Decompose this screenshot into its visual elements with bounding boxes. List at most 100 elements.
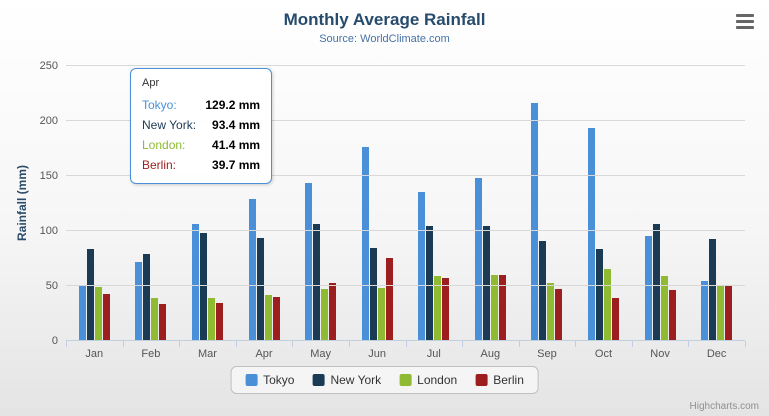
chart-title: Monthly Average Rainfall bbox=[283, 10, 486, 29]
x-axis-tick bbox=[122, 341, 124, 347]
bar-new-york[interactable] bbox=[539, 240, 547, 341]
bar-london[interactable] bbox=[94, 287, 102, 341]
bar-new-york[interactable] bbox=[256, 238, 264, 341]
tooltip-series-label: Berlin: bbox=[142, 158, 177, 172]
tooltip-row: Tokyo: 129.2 mm bbox=[142, 95, 260, 115]
bar-london[interactable] bbox=[377, 287, 385, 341]
tooltip-value: 39.7 mm bbox=[212, 158, 261, 172]
bar-london[interactable] bbox=[490, 275, 498, 341]
bar-berlin[interactable] bbox=[329, 283, 337, 341]
bar-london[interactable] bbox=[603, 269, 611, 341]
bar-london[interactable] bbox=[434, 276, 442, 341]
legend-swatch-icon bbox=[312, 374, 325, 386]
x-axis-tick bbox=[462, 341, 464, 347]
hamburger-icon bbox=[736, 26, 754, 29]
bar-new-york[interactable] bbox=[313, 224, 321, 341]
legend-item-london[interactable]: London bbox=[399, 373, 457, 387]
legend-item-tokyo[interactable]: Tokyo bbox=[245, 373, 294, 387]
bar-tokyo[interactable] bbox=[474, 177, 482, 341]
x-axis-tick-label: Jun bbox=[368, 348, 387, 360]
bar-new-york[interactable] bbox=[369, 248, 377, 341]
tooltip-header: Apr bbox=[142, 77, 160, 89]
bar-tokyo[interactable] bbox=[135, 262, 143, 341]
bar-london[interactable] bbox=[151, 298, 159, 341]
category-group bbox=[575, 66, 632, 341]
category-group bbox=[405, 66, 462, 341]
bar-tokyo[interactable] bbox=[78, 286, 86, 341]
bar-london[interactable] bbox=[717, 284, 725, 341]
bar-tokyo[interactable] bbox=[587, 127, 595, 341]
bar-new-york[interactable] bbox=[143, 254, 151, 341]
bar-berlin[interactable] bbox=[668, 289, 676, 341]
category-group bbox=[462, 66, 519, 341]
bar-new-york[interactable] bbox=[426, 225, 434, 341]
x-axis-tick bbox=[348, 341, 350, 347]
x-axis-tick-label: Oct bbox=[594, 348, 613, 360]
bar-london[interactable] bbox=[264, 295, 272, 341]
y-axis-labels: 0 50 100 150 200 250 bbox=[0, 60, 58, 347]
x-axis-tick-label: Jul bbox=[426, 348, 441, 360]
legend-item-new-york[interactable]: New York bbox=[312, 373, 381, 387]
x-axis-line bbox=[66, 340, 745, 341]
category-group bbox=[349, 66, 406, 341]
gridline bbox=[66, 230, 745, 231]
tooltip-rows: Tokyo: 129.2 mm New York: 93.4 mm London: 41.… bbox=[142, 95, 260, 175]
bar-tokyo[interactable] bbox=[191, 223, 199, 341]
x-axis-tick bbox=[405, 341, 407, 347]
bar-new-york[interactable] bbox=[652, 223, 660, 341]
category-group bbox=[519, 66, 576, 341]
chart-subtitle: Source: WorldClimate.com bbox=[319, 33, 450, 45]
y-axis-tick-label: 50 bbox=[45, 280, 58, 292]
x-axis-tick-label: Apr bbox=[255, 348, 273, 360]
bar-tokyo[interactable] bbox=[361, 147, 369, 341]
bar-london[interactable] bbox=[660, 275, 668, 341]
bar-tokyo[interactable] bbox=[644, 235, 652, 341]
bar-new-york[interactable] bbox=[709, 239, 717, 341]
x-axis-tick bbox=[66, 341, 67, 347]
x-axis-tick bbox=[179, 341, 181, 347]
tooltip: Apr Tokyo: 129.2 mm New York: 93.4 mm London… bbox=[130, 68, 273, 184]
bar-berlin[interactable] bbox=[555, 288, 563, 341]
bar-tokyo[interactable] bbox=[531, 102, 539, 341]
bar-berlin[interactable] bbox=[725, 284, 733, 341]
x-axis-tick bbox=[575, 341, 577, 347]
bar-new-york[interactable] bbox=[482, 226, 490, 341]
legend-swatch-icon bbox=[399, 374, 412, 386]
bar-berlin[interactable] bbox=[215, 303, 223, 341]
bar-tokyo[interactable] bbox=[701, 281, 709, 341]
bar-new-york[interactable] bbox=[595, 249, 603, 341]
x-axis-tick-label: Jan bbox=[85, 348, 104, 360]
bar-berlin[interactable] bbox=[272, 297, 280, 341]
tooltip-row: New York: 93.4 mm bbox=[142, 115, 260, 135]
bar-london[interactable] bbox=[321, 289, 329, 341]
tooltip-series-label: New York: bbox=[142, 118, 197, 132]
bar-new-york[interactable] bbox=[199, 232, 207, 341]
x-axis-tick-label: Feb bbox=[141, 348, 161, 360]
bar-tokyo[interactable] bbox=[418, 191, 426, 341]
bar-berlin[interactable] bbox=[498, 274, 506, 341]
category-group bbox=[292, 66, 349, 341]
bar-berlin[interactable] bbox=[611, 298, 619, 341]
bar-tokyo[interactable] bbox=[305, 182, 313, 341]
context-menu-button[interactable] bbox=[734, 13, 756, 30]
legend-label: Berlin bbox=[493, 373, 524, 387]
bar-berlin[interactable] bbox=[385, 257, 393, 341]
bar-berlin[interactable] bbox=[159, 304, 167, 341]
bar-tokyo[interactable] bbox=[248, 198, 256, 341]
bar-berlin[interactable] bbox=[102, 294, 110, 341]
legend-item-berlin[interactable]: Berlin bbox=[475, 373, 524, 387]
bar-london[interactable] bbox=[207, 297, 215, 341]
tooltip-value: 41.4 mm bbox=[212, 138, 261, 152]
bar-new-york[interactable] bbox=[86, 249, 94, 341]
x-axis-tick-label: May bbox=[310, 348, 331, 360]
credits-link[interactable]: Highcharts.com bbox=[689, 401, 759, 412]
x-axis-tick bbox=[235, 341, 237, 347]
bar-berlin[interactable] bbox=[442, 277, 450, 341]
x-axis-tick bbox=[688, 341, 690, 347]
bar-london[interactable] bbox=[547, 283, 555, 341]
x-axis-tick bbox=[518, 341, 520, 347]
tooltip-value: 93.4 mm bbox=[212, 118, 261, 132]
tooltip-series-label: Tokyo: bbox=[142, 98, 177, 112]
x-axis-tick bbox=[631, 341, 633, 347]
